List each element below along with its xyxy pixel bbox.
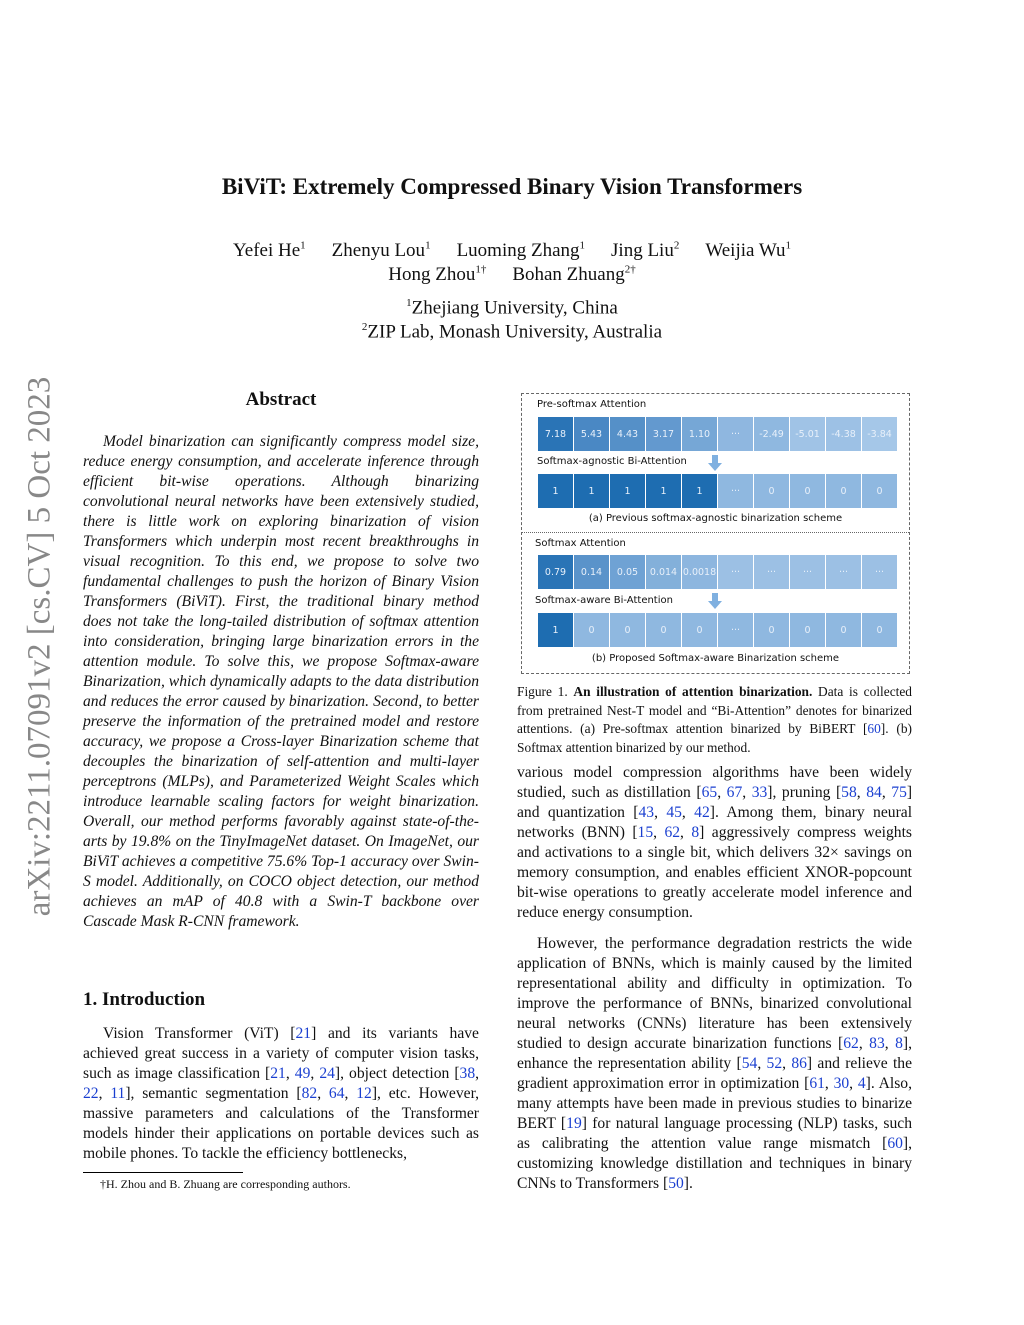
attention-cell: -3.84 xyxy=(862,417,897,451)
attention-cell: 0 xyxy=(862,474,897,508)
figure-caption-a: (a) Previous softmax-agnostic binarizati… xyxy=(588,513,843,524)
footnote: †H. Zhou and B. Zhuang are corresponding… xyxy=(100,1177,351,1191)
author-affiliation-mark: 1 xyxy=(300,240,306,252)
attention-cell: 1 xyxy=(538,474,573,508)
author-name: Jing Liu2 xyxy=(611,240,680,262)
attention-cell: 0 xyxy=(682,613,717,647)
attention-cell: 0.0018 xyxy=(682,555,717,589)
affiliation-text: Zhejiang University, China xyxy=(411,297,618,319)
attention-cell: 1 xyxy=(610,474,645,508)
abstract-heading: Abstract xyxy=(245,389,317,410)
author-affiliation-mark: 1 xyxy=(579,240,586,252)
caption-text: Data is collected from pretrained Nest-T… xyxy=(517,684,912,755)
attention-cell: 0 xyxy=(790,613,825,647)
introduction-heading: 1. Introduction xyxy=(83,989,206,1010)
right-column-text: various model compression algorithms hav… xyxy=(517,763,912,1194)
figure-divider xyxy=(521,532,909,533)
attention-cell: 0 xyxy=(754,474,789,508)
abstract-text: Model binarization can significantly com… xyxy=(83,432,479,932)
figure-caption: Figure 1. An illustration of attention b… xyxy=(517,683,912,757)
arxiv-identifier[interactable]: arXiv:2211.07091v2 [cs.CV] 5 Oct 2023 xyxy=(21,376,58,917)
softmax-agnostic-label: Softmax-agnostic Bi-Attention xyxy=(537,456,687,467)
author-name: Luoming Zhang1 xyxy=(456,240,586,262)
figure-1: Pre-softmax Attention 7.18 5.43 4.43 3.17 1.… xyxy=(521,393,910,674)
authors-line-2: Hong Zhou1† Bohan Zhuang2† xyxy=(0,264,1024,286)
paragraph: various model compression algorithms hav… xyxy=(517,764,913,921)
author-affiliation-mark: 2† xyxy=(624,264,636,276)
attention-cell: 4.43 xyxy=(610,417,645,451)
paragraph: However, the performance degradation res… xyxy=(517,935,913,1192)
softmax-aware-label: Softmax-aware Bi-Attention xyxy=(535,595,673,606)
attention-cell: 0 xyxy=(826,474,861,508)
affiliation-text: ZIP Lab, Monash University, Australia xyxy=(367,321,663,343)
attention-cell: ··· xyxy=(862,555,897,589)
authors-line-1: Yefei He1 Zhenyu Lou1 Luoming Zhang1 Jing L… xyxy=(0,240,1024,262)
attention-cell: 7.18 xyxy=(538,417,573,451)
attention-cell: ··· xyxy=(718,613,753,647)
attention-cell: 0 xyxy=(790,474,825,508)
figure-caption-b: (b) Proposed Softmax-aware Binarization … xyxy=(591,653,840,664)
caption-title: An illustration of attention binarizatio… xyxy=(573,684,813,699)
attention-cell: 0 xyxy=(826,613,861,647)
attention-cell: 0.14 xyxy=(574,555,609,589)
attention-cell: 1 xyxy=(682,474,717,508)
attention-cell: 1 xyxy=(538,613,573,647)
author-affiliation-mark: 1† xyxy=(475,264,487,276)
attention-cell: -4.38 xyxy=(826,417,861,451)
softmax-agnostic-row: 1 1 1 1 1 ··· 0 0 0 0 xyxy=(538,474,897,508)
footnote-rule xyxy=(83,1172,243,1173)
attention-cell: 0.05 xyxy=(610,555,645,589)
attention-cell: 1 xyxy=(574,474,609,508)
attention-cell: ··· xyxy=(718,555,753,589)
author-name: Yefei He1 xyxy=(232,240,306,262)
intro-paragraph: Vision Transformer (ViT) [21] and its va… xyxy=(83,1025,480,1162)
author-name: Bohan Zhuang2† xyxy=(512,264,636,286)
abstract-paragraph: Model binarization can significantly com… xyxy=(83,433,479,930)
attention-cell: ··· xyxy=(790,555,825,589)
attention-cell: 1.10 xyxy=(682,417,717,451)
attention-cell: 5.43 xyxy=(574,417,609,451)
caption-label: Figure 1. xyxy=(517,684,568,699)
down-arrow-icon xyxy=(708,593,722,609)
softmax-aware-row: 1 0 0 0 0 ··· 0 0 0 0 xyxy=(538,613,897,647)
author-affiliation-mark: 1 xyxy=(425,240,431,252)
pre-softmax-row: 7.18 5.43 4.43 3.17 1.10 ··· -2.49 -5.01 -4.38 -3… xyxy=(538,417,897,451)
affiliation-1: 1Zhejiang University, China xyxy=(406,297,618,319)
attention-cell: ··· xyxy=(718,474,753,508)
attention-cell: 3.17 xyxy=(646,417,681,451)
attention-cell: -5.01 xyxy=(790,417,825,451)
attention-cell: ··· xyxy=(754,555,789,589)
attention-cell: 0 xyxy=(574,613,609,647)
attention-cell: 0.79 xyxy=(538,555,573,589)
attention-cell: 0 xyxy=(646,613,681,647)
attention-cell: 0 xyxy=(754,613,789,647)
introduction-text: Vision Transformer (ViT) [21] and its va… xyxy=(83,1024,479,1164)
author-name: Zhenyu Lou1 xyxy=(331,240,431,262)
author-name: Weijia Wu1 xyxy=(705,240,792,262)
attention-cell: 0.014 xyxy=(646,555,681,589)
down-arrow-icon xyxy=(708,455,722,471)
attention-cell: ··· xyxy=(718,417,753,451)
attention-cell: 1 xyxy=(646,474,681,508)
softmax-attention-label: Softmax Attention xyxy=(535,538,626,549)
author-name: Hong Zhou1† xyxy=(388,264,487,286)
attention-cell: 0 xyxy=(610,613,645,647)
softmax-row: 0.79 0.14 0.05 0.014 0.0018 ··· ··· ··· ··· ··· xyxy=(538,555,897,589)
pre-softmax-label: Pre-softmax Attention xyxy=(537,399,647,410)
attention-cell: -2.49 xyxy=(754,417,789,451)
author-affiliation-mark: 2 xyxy=(673,240,680,252)
affiliation-2: 2ZIP Lab, Monash University, Australia xyxy=(361,321,663,343)
author-affiliation-mark: 1 xyxy=(785,240,792,252)
paper-title: BiViT: Extremely Compressed Binary Visio… xyxy=(221,174,803,199)
attention-cell: 0 xyxy=(862,613,897,647)
attention-cell: ··· xyxy=(826,555,861,589)
